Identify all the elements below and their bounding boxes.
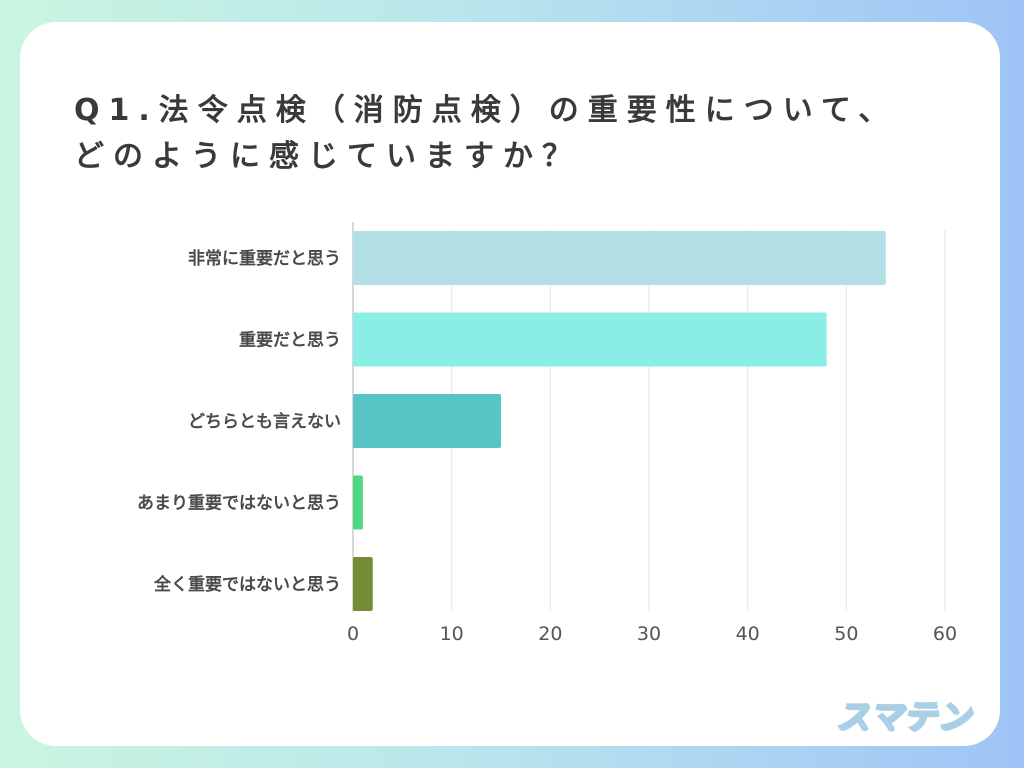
x-tick-label: 30 xyxy=(637,623,661,645)
chart-card xyxy=(20,22,1000,746)
chart-title-line-2: どのように感じていますか？ xyxy=(74,139,581,174)
bar xyxy=(353,312,827,367)
x-tick-label: 60 xyxy=(933,623,957,645)
x-tick-label: 20 xyxy=(538,623,562,645)
category-label: 全く重要ではないと思う xyxy=(153,574,341,595)
brand-logo: スマテン xyxy=(835,696,972,737)
x-tick-label: 0 xyxy=(347,623,359,645)
chart-title: Q1.法令点検（消防点検）の重要性について、 どのように感じていますか？ xyxy=(74,88,974,180)
bar xyxy=(353,394,501,448)
bar xyxy=(353,231,886,285)
category-label: 非常に重要だと思う xyxy=(188,248,341,269)
bars xyxy=(353,231,886,611)
x-tick-label: 10 xyxy=(440,623,464,645)
bar xyxy=(353,557,373,611)
gridlines xyxy=(352,222,946,612)
chart-title-line-1: Q1.法令点検（消防点検）の重要性について、 xyxy=(74,93,898,128)
x-axis-ticks: 0 10 20 30 40 50 60 xyxy=(347,623,957,645)
bar xyxy=(353,475,363,530)
x-tick-label: 50 xyxy=(834,623,858,645)
category-label: どちらとも言えない xyxy=(188,411,341,432)
x-tick-label: 40 xyxy=(736,623,760,645)
category-label: あまり重要ではないと思う xyxy=(137,493,341,514)
category-label: 重要だと思う xyxy=(239,330,341,351)
category-labels: 非常に重要だと思う重要だと思うどちらとも言えないあまり重要ではないと思う全く重要… xyxy=(137,248,341,595)
